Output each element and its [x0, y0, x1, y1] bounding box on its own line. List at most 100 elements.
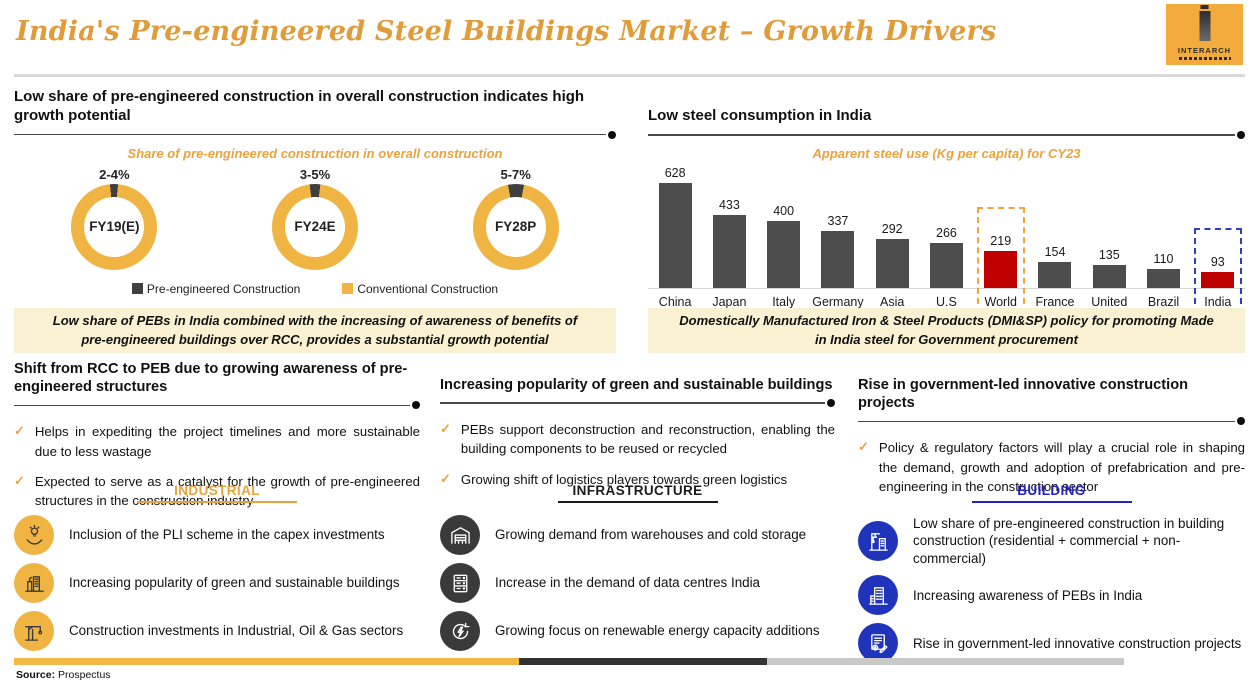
sector-items: Low share of pre-engineered construction… — [858, 515, 1245, 664]
section-infrastructure: INFRASTRUCTURE Growing demand from wareho… — [440, 483, 835, 651]
legend-swatch — [131, 283, 143, 294]
legend-item: Pre-engineered Construction — [131, 282, 300, 296]
bar-value-label: 292 — [881, 221, 903, 236]
logo-i-icon — [1199, 5, 1210, 41]
source-label: Source: — [16, 669, 56, 681]
bulb-hand-icon — [14, 515, 54, 555]
sector-item-label: Inclusion of the PLI scheme in the capex… — [69, 527, 385, 543]
driver-bullets: ✓ PEBs support deconstruction and reconst… — [440, 420, 835, 488]
sector-item-label: Low share of pre-engineered construction… — [913, 516, 1225, 566]
bar-rect — [929, 243, 963, 288]
sector-items: Growing demand from warehouses and cold … — [440, 515, 835, 651]
bar-column-asia: 292 — [865, 222, 919, 288]
logo-name: INTERARCH — [1177, 46, 1232, 55]
bar-rect — [712, 215, 746, 288]
sector-item: Increasing awareness of PEBs in India — [858, 575, 1245, 616]
bar-category-label: Brazil — [1147, 294, 1180, 309]
steel-bar-chart: 628 433 400 337 292 266 219 154 135 110 93 China Ja… — [648, 166, 1245, 324]
bullet-text: Helps in expediting the project timeline… — [34, 424, 420, 459]
driver-bullets: ✓ Helps in expediting the project timelin… — [14, 422, 420, 510]
sector-item-label: Increasing popularity of green and susta… — [69, 575, 400, 591]
bar-category-label: Asia — [880, 294, 905, 309]
header-divider — [14, 74, 1245, 77]
check-icon: ✓ — [858, 439, 869, 455]
section-rule — [858, 417, 1245, 425]
bar-value-label: 400 — [773, 203, 795, 218]
bar-value-label: 219 — [990, 234, 1012, 249]
legend-swatch — [342, 283, 354, 294]
bar-column-world: 219 — [974, 234, 1028, 288]
sector-item: Rise in government-led innovative constr… — [858, 623, 1245, 664]
bar-value-label: 266 — [936, 226, 957, 241]
interarch-logo: INTERARCH — [1166, 4, 1243, 65]
bullet-text: Policy & regulatory factors will play a … — [878, 440, 1245, 494]
bar-category-label: World — [984, 294, 1017, 309]
bar-category-label: U.S — [936, 294, 957, 309]
sector-heading: INFRASTRUCTURE — [572, 483, 703, 498]
panel-heading: Low steel consumption in India — [648, 107, 872, 124]
green-building-icon — [14, 563, 54, 603]
donut-ring: FY19(E) — [71, 183, 158, 270]
sector-item: Construction investments in Industrial, … — [14, 611, 420, 651]
logo-tagline — [1178, 57, 1231, 60]
donut-period-label: FY19(E) — [89, 219, 140, 234]
driver-heading: Shift from RCC to PEB due to growing awa… — [14, 361, 408, 396]
donut-share-label: 3-5% — [299, 166, 331, 182]
source-note: Source: Prospectus — [16, 669, 111, 681]
bar-column-u-s: 266 — [919, 226, 973, 288]
legend-item: Conventional Construction — [342, 282, 498, 296]
growth-driver-columns: Shift from RCC to PEB due to growing awa… — [14, 360, 1245, 508]
sector-heading-underline — [557, 501, 718, 503]
donut-hole: FY28P — [485, 196, 546, 257]
pre-engineered-note-box: Low share of PEBs in India combined with… — [14, 308, 616, 353]
sector-items: Inclusion of the PLI scheme in the capex… — [14, 515, 420, 651]
sector-sections: INDUSTRIAL Inclusion of the PLI scheme in… — [14, 483, 1245, 664]
bar-rect — [1147, 269, 1181, 288]
donut-chart-row: 2-4% FY19(E) 3-5% FY24E 5-7% FY28P — [14, 167, 616, 270]
bullet-item: ✓ Helps in expediting the project timelin… — [14, 422, 420, 460]
donut-chart-title: Share of pre-engineered construction in … — [127, 145, 503, 161]
bar-value-label: 337 — [827, 214, 849, 229]
building-icon — [858, 575, 898, 616]
sector-heading-underline — [971, 501, 1132, 503]
construction-crane-icon — [858, 521, 898, 562]
donut-hole: FY19(E) — [84, 196, 145, 257]
bar-column-germany: 337 — [811, 214, 865, 288]
bar-rect — [875, 238, 909, 288]
crane-icon — [14, 611, 54, 651]
sector-heading: INDUSTRIAL — [174, 483, 260, 498]
source-value: Prospectus — [58, 669, 111, 681]
bar-category-label: France — [1035, 294, 1075, 309]
bullet-item: ✓ Expected to serve as a catalyst for the… — [14, 472, 420, 510]
sector-item-label: Growing focus on renewable energy capaci… — [495, 623, 820, 639]
sector-item: Low share of pre-engineered construction… — [858, 515, 1245, 567]
sector-item-label: Construction investments in Industrial, … — [69, 623, 404, 639]
bar-category-label: India — [1204, 294, 1232, 309]
bar-column-china: 628 — [648, 166, 702, 288]
sector-item-label: Growing demand from warehouses and cold … — [495, 527, 807, 543]
donut-share-label: 5-7% — [500, 166, 531, 182]
sector-heading-underline — [137, 501, 297, 503]
bar-rect — [1201, 272, 1235, 288]
bar-column-brazil: 110 — [1136, 252, 1190, 288]
sector-item: Inclusion of the PLI scheme in the capex… — [14, 515, 420, 555]
bullet-text: Growing shift of logistics players towar… — [460, 471, 788, 487]
bar-column-japan: 433 — [702, 198, 756, 288]
bullet-text: Expected to serve as a catalyst for the … — [34, 473, 420, 508]
section-building: BUILDING Low share of pre-engineered cons… — [858, 483, 1245, 664]
bullet-item: ✓ PEBs support deconstruction and reconst… — [440, 420, 835, 458]
section-rule — [440, 399, 835, 407]
driver-column-green-buildings: Increasing popularity of green and susta… — [440, 360, 835, 500]
bar-chart-plot: 628 433 400 337 292 266 219 154 135 110 93 — [648, 166, 1245, 289]
panel-steel-consumption: Low steel consumption in India Apparent … — [648, 88, 1245, 324]
bar-value-label: 110 — [1153, 252, 1174, 267]
sector-item: Growing focus on renewable energy capaci… — [440, 611, 835, 651]
footer-bar-orange — [14, 658, 519, 665]
section-rule — [14, 131, 616, 139]
check-icon: ✓ — [14, 472, 25, 488]
renewable-energy-icon — [440, 611, 480, 651]
driver-column-shift-rcc: Shift from RCC to PEB due to growing awa… — [14, 360, 420, 521]
data-center-icon — [440, 563, 480, 603]
footer-bar-dark — [519, 658, 767, 665]
driver-column-government-projects: Rise in government-led innovative constr… — [858, 360, 1245, 507]
